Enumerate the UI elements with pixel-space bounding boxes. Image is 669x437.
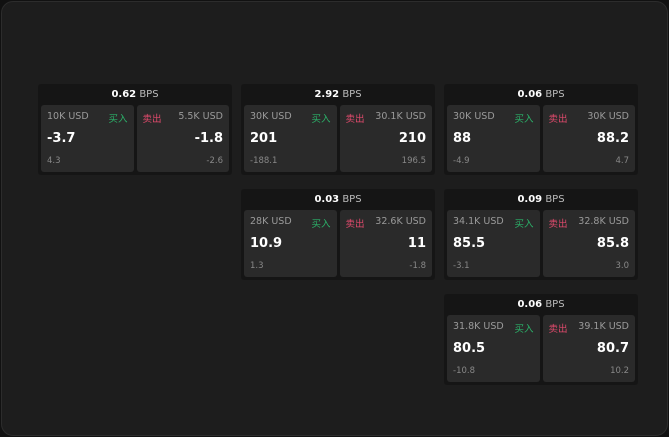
ask-price: 88.2 — [596, 131, 629, 146]
spread-value: 0.09 — [517, 194, 543, 205]
buy-button[interactable]: 28K USD 买入 10.9 1.3 — [244, 210, 337, 277]
spread-unit: BPS — [545, 89, 565, 100]
ask-size: 39.1K USD — [578, 321, 629, 332]
quote-card: 0.06 BPS 30K USD 买入 88 -4.9 卖出 30K USD 88.… — [444, 84, 638, 175]
spread-value: 0.06 — [517, 89, 543, 100]
spread-value: 0.62 — [111, 89, 137, 100]
ask-size: 32.6K USD — [375, 216, 426, 227]
sell-button[interactable]: 卖出 30K USD 88.2 4.7 — [542, 105, 635, 172]
bid-price: -3.7 — [47, 131, 76, 146]
sell-button[interactable]: 卖出 32.8K USD 85.8 3.0 — [542, 210, 635, 277]
bid-size: 30K USD — [453, 111, 495, 122]
spread-unit: BPS — [545, 299, 565, 310]
spread-header: 0.09 BPS — [444, 189, 638, 210]
spread-header: 0.06 BPS — [444, 84, 638, 105]
bid-change: -10.8 — [453, 366, 475, 376]
ask-size: 30.1K USD — [375, 111, 426, 122]
buy-label: 买入 — [108, 114, 128, 125]
sell-button[interactable]: 卖出 39.1K USD 80.7 10.2 — [542, 315, 635, 382]
bid-size: 31.8K USD — [453, 321, 504, 332]
bid-price: 10.9 — [250, 236, 283, 251]
ask-price: 11 — [407, 236, 426, 251]
spread-value: 2.92 — [314, 89, 340, 100]
bid-size: 30K USD — [250, 111, 292, 122]
spread-unit: BPS — [545, 194, 565, 205]
quote-card: 2.92 BPS 30K USD 买入 201 -188.1 卖出 30.1K US… — [241, 84, 435, 175]
buy-button[interactable]: 30K USD 买入 201 -188.1 — [244, 105, 337, 172]
ask-size: 30K USD — [587, 111, 629, 122]
ask-price: 210 — [398, 131, 426, 146]
buy-label: 买入 — [514, 114, 534, 125]
spread-header: 0.06 BPS — [444, 294, 638, 315]
buy-label: 买入 — [311, 219, 331, 230]
spread-unit: BPS — [342, 89, 362, 100]
quote-card: 0.03 BPS 28K USD 买入 10.9 1.3 卖出 32.6K USD … — [241, 189, 435, 280]
sell-button[interactable]: 卖出 5.5K USD -1.8 -2.6 — [136, 105, 229, 172]
bid-change: -4.9 — [453, 156, 470, 166]
quote-card: 0.09 BPS 34.1K USD 买入 85.5 -3.1 卖出 32.8K U… — [444, 189, 638, 280]
ask-price: 85.8 — [596, 236, 629, 251]
sell-label: 卖出 — [142, 114, 162, 125]
sell-label: 卖出 — [548, 114, 568, 125]
spread-header: 0.62 BPS — [38, 84, 232, 105]
ask-size: 32.8K USD — [578, 216, 629, 227]
sell-label: 卖出 — [345, 219, 365, 230]
quote-card: 0.06 BPS 31.8K USD 买入 80.5 -10.8 卖出 39.1K … — [444, 294, 638, 385]
buy-label: 买入 — [514, 324, 534, 335]
sell-label: 卖出 — [548, 219, 568, 230]
bid-size: 28K USD — [250, 216, 292, 227]
bid-size: 34.1K USD — [453, 216, 504, 227]
bid-price: 85.5 — [453, 236, 486, 251]
quote-card: 0.62 BPS 10K USD 买入 -3.7 4.3 卖出 5.5K USD -… — [38, 84, 232, 175]
buy-label: 买入 — [311, 114, 331, 125]
bid-price: 88 — [453, 131, 472, 146]
bid-change: 1.3 — [250, 261, 264, 271]
bid-price: 201 — [250, 131, 278, 146]
ask-price: 80.7 — [596, 341, 629, 356]
bid-price: 80.5 — [453, 341, 486, 356]
spread-unit: BPS — [139, 89, 159, 100]
bid-change: 4.3 — [47, 156, 61, 166]
buy-button[interactable]: 34.1K USD 买入 85.5 -3.1 — [447, 210, 540, 277]
buy-button[interactable]: 30K USD 买入 88 -4.9 — [447, 105, 540, 172]
ask-change: -2.6 — [206, 156, 223, 166]
buy-button[interactable]: 31.8K USD 买入 80.5 -10.8 — [447, 315, 540, 382]
spread-value: 0.03 — [314, 194, 340, 205]
ask-change: -1.8 — [409, 261, 426, 271]
bid-size: 10K USD — [47, 111, 89, 122]
ask-size: 5.5K USD — [178, 111, 223, 122]
bid-change: -3.1 — [453, 261, 470, 271]
spread-value: 0.06 — [517, 299, 543, 310]
sell-button[interactable]: 卖出 30.1K USD 210 196.5 — [339, 105, 432, 172]
sell-label: 卖出 — [345, 114, 365, 125]
ask-price: -1.8 — [194, 131, 223, 146]
sell-label: 卖出 — [548, 324, 568, 335]
spread-header: 2.92 BPS — [241, 84, 435, 105]
sell-button[interactable]: 卖出 32.6K USD 11 -1.8 — [339, 210, 432, 277]
buy-label: 买入 — [514, 219, 534, 230]
spread-unit: BPS — [342, 194, 362, 205]
ask-change: 4.7 — [615, 156, 629, 166]
ask-change: 196.5 — [401, 156, 426, 166]
spread-header: 0.03 BPS — [241, 189, 435, 210]
ask-change: 3.0 — [615, 261, 629, 271]
ask-change: 10.2 — [610, 366, 629, 376]
bid-change: -188.1 — [250, 156, 278, 166]
buy-button[interactable]: 10K USD 买入 -3.7 4.3 — [41, 105, 134, 172]
